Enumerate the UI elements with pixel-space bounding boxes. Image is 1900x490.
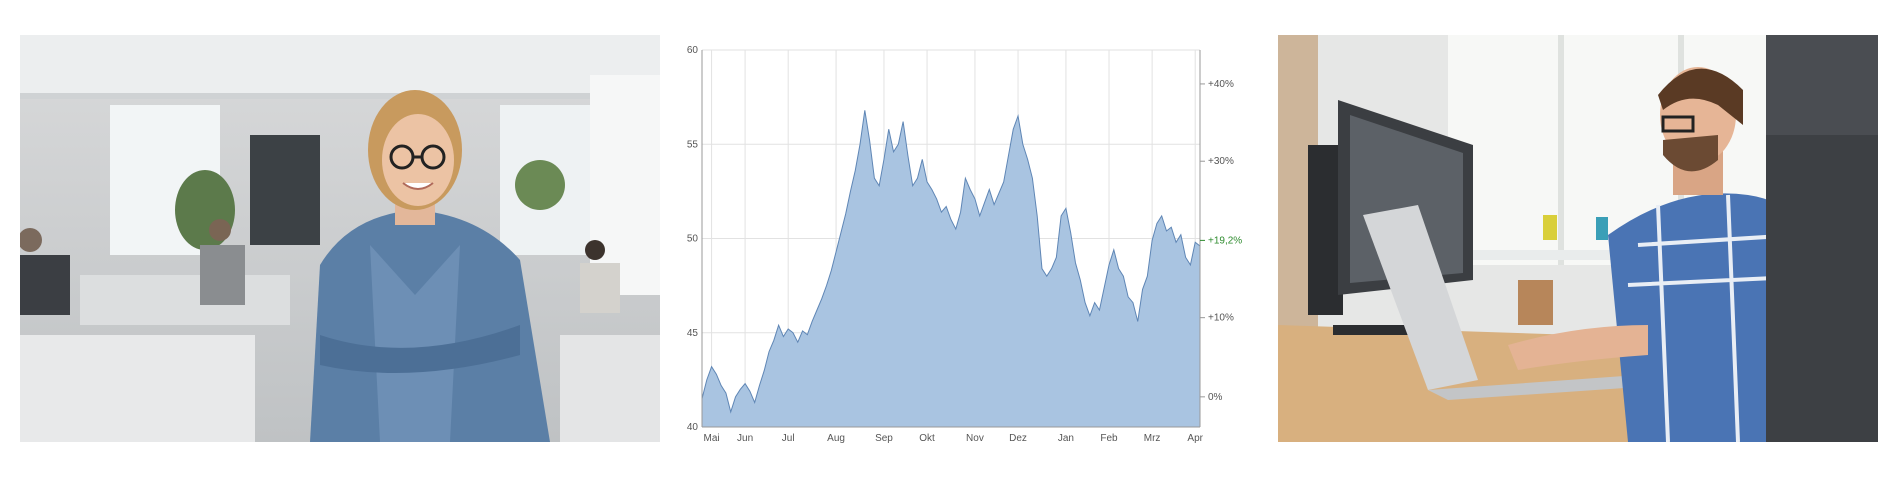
right-tick-label: +40% <box>1208 79 1234 90</box>
stock-area-chart: 40 45 50 55 60 Mai Jun Jul Aug Sep Okt Nov Dez Jan Feb… <box>680 35 1260 455</box>
x-tick-label: Okt <box>919 433 935 444</box>
y-tick-label: 45 <box>687 328 699 339</box>
woman-office-photo <box>20 35 660 442</box>
x-tick-label: Feb <box>1100 433 1118 444</box>
right-tick-label: +10% <box>1208 313 1234 324</box>
x-tick-label: Jul <box>782 433 795 444</box>
area-series <box>702 110 1200 427</box>
y-tick-label: 50 <box>687 234 699 245</box>
chart-svg: 40 45 50 55 60 Mai Jun Jul Aug Sep Okt Nov Dez Jan Feb… <box>687 45 1242 444</box>
area-series-outline <box>701 110 1201 414</box>
x-tick-label: Dez <box>1009 433 1027 444</box>
x-tick-label: Mai <box>704 433 720 444</box>
right-tick-label: +30% <box>1208 156 1234 167</box>
y-tick-label: 55 <box>687 139 699 150</box>
x-tick-label: Sep <box>875 433 893 444</box>
y-tick-label: 60 <box>687 45 699 56</box>
x-tick-label: Jun <box>737 433 753 444</box>
x-tick-label: Apr <box>1187 433 1203 444</box>
right-tick-label: 0% <box>1208 392 1223 403</box>
x-tick-label: Jan <box>1058 433 1074 444</box>
x-tick-label: Nov <box>966 433 984 444</box>
man-laptop-photo <box>1278 35 1878 442</box>
x-tick-label: Aug <box>827 433 845 444</box>
current-change-label: +19,2% <box>1208 235 1242 246</box>
y-tick-label: 40 <box>687 422 699 433</box>
x-tick-label: Mrz <box>1144 433 1161 444</box>
